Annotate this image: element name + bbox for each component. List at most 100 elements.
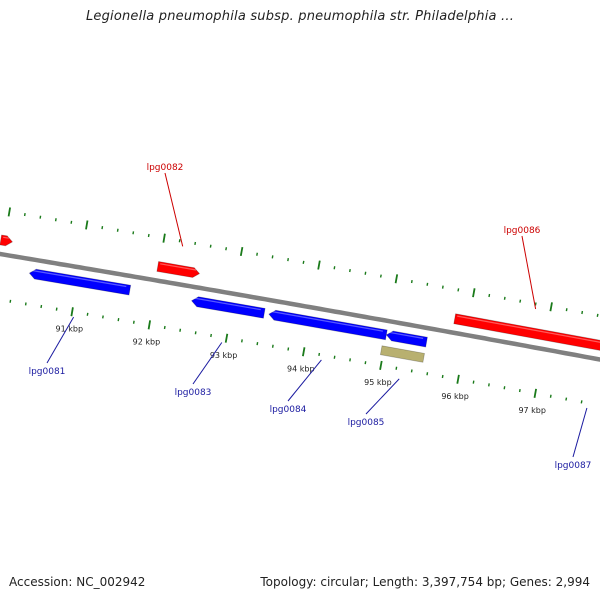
leader-line-lpg0085 xyxy=(365,378,400,415)
leader-line-lpg0081 xyxy=(46,316,75,364)
minor-tick xyxy=(457,288,460,292)
minor-tick xyxy=(132,320,135,324)
minor-tick xyxy=(596,313,599,317)
minor-tick xyxy=(503,386,506,390)
minor-tick xyxy=(549,394,552,398)
major-tick xyxy=(162,233,166,243)
reverse-tick-track xyxy=(9,299,583,404)
gene-arrow-lpg0086[interactable] xyxy=(453,313,600,351)
minor-tick xyxy=(101,225,104,230)
major-tick xyxy=(302,347,306,357)
minor-tick xyxy=(472,380,475,384)
minor-tick xyxy=(580,400,583,404)
scale-label-91: 91 kbp xyxy=(56,325,84,334)
scale-label-92: 92 kbp xyxy=(133,338,161,347)
minor-tick xyxy=(379,274,382,278)
gene-arrow-lpg0086-highlight xyxy=(457,315,600,343)
partial-gene-arrow[interactable] xyxy=(0,234,14,247)
minor-tick xyxy=(163,325,166,330)
leader-line-lpg0083 xyxy=(192,342,223,385)
minor-tick xyxy=(426,372,429,376)
minor-tick xyxy=(287,347,290,351)
major-tick xyxy=(379,360,383,370)
minor-tick xyxy=(86,312,89,316)
gene-arrow-lpg0081[interactable] xyxy=(28,268,132,296)
minor-tick xyxy=(333,355,336,359)
other-feature-misc-feature[interactable] xyxy=(379,345,425,363)
minor-tick xyxy=(271,344,274,348)
minor-tick xyxy=(23,212,26,217)
forward-tick-track xyxy=(7,207,599,317)
minor-tick xyxy=(426,282,429,286)
minor-tick xyxy=(225,247,228,251)
gene-label-track: lpg0081 lpg0082 lpg0083 lpg0084 lpg0085 lpg00… xyxy=(29,163,592,471)
scale-label-97: 97 kbp xyxy=(518,406,546,415)
accession-text: Accession: NC_002942 xyxy=(9,575,146,589)
major-tick xyxy=(472,288,476,298)
scale-label-track: 91 kbp 92 kbp 93 kbp 94 kbp 95 kbp 96 kbp 97 k… xyxy=(56,325,546,416)
leader-line-lpg0082 xyxy=(164,172,184,247)
minor-tick xyxy=(194,331,197,335)
backbone-track xyxy=(0,251,600,362)
minor-tick xyxy=(302,260,305,264)
minor-tick xyxy=(395,366,398,370)
minor-tick xyxy=(179,328,182,332)
gene-arrow-lpg0083[interactable] xyxy=(190,296,266,319)
major-tick xyxy=(7,207,11,217)
gene-label-lpg0084[interactable]: lpg0084 xyxy=(270,405,307,415)
minor-tick xyxy=(503,296,506,300)
gene-label-lpg0083[interactable]: lpg0083 xyxy=(175,388,212,398)
major-tick xyxy=(239,246,244,257)
minor-tick xyxy=(441,285,444,289)
scale-label-93: 93 kbp xyxy=(210,351,238,360)
minor-tick xyxy=(194,241,197,246)
gene-arrow-lpg0085[interactable] xyxy=(385,330,428,348)
gene-arrow-lpg0084[interactable] xyxy=(268,309,388,341)
minor-tick xyxy=(70,220,73,224)
minor-tick xyxy=(102,315,104,319)
gene-label-lpg0085[interactable]: lpg0085 xyxy=(348,418,385,428)
genome-summary-text: Topology: circular; Length: 3,397,754 bp… xyxy=(260,575,590,589)
minor-tick xyxy=(349,358,351,362)
leader-line-lpg0086 xyxy=(521,235,537,310)
minor-tick xyxy=(581,310,584,315)
minor-tick xyxy=(565,397,568,401)
minor-tick xyxy=(116,228,119,232)
minor-tick xyxy=(318,352,321,357)
minor-tick xyxy=(271,255,274,259)
minor-tick xyxy=(488,383,490,387)
minor-tick xyxy=(364,271,367,275)
minor-tick xyxy=(132,231,135,235)
major-tick xyxy=(533,388,537,398)
gene-arrow-lpg0081-highlight xyxy=(31,269,127,288)
minor-tick xyxy=(565,308,568,312)
gene-label-lpg0087[interactable]: lpg0087 xyxy=(555,461,592,471)
minor-tick xyxy=(241,339,243,343)
minor-tick xyxy=(178,239,181,243)
minor-tick xyxy=(518,388,521,393)
gene-arrow-lpg0082[interactable] xyxy=(156,261,201,278)
gene-label-lpg0086[interactable]: lpg0086 xyxy=(504,226,541,236)
minor-tick xyxy=(534,302,537,306)
gene-label-lpg0082[interactable]: lpg0082 xyxy=(147,163,184,173)
minor-tick xyxy=(210,333,212,338)
major-tick xyxy=(394,274,399,284)
gene-arrow-lpg0083-highlight xyxy=(194,297,261,311)
major-tick xyxy=(317,260,321,270)
minor-tick xyxy=(9,299,12,303)
partial-gene-arrow-highlight xyxy=(3,236,9,239)
leader-line-lpg0087 xyxy=(572,407,588,458)
scale-label-95: 95 kbp xyxy=(364,378,392,387)
minor-tick xyxy=(147,233,150,238)
gene-label-lpg0081[interactable]: lpg0081 xyxy=(29,367,66,377)
minor-tick xyxy=(39,215,42,219)
minor-tick xyxy=(256,341,259,346)
minor-tick xyxy=(349,268,351,273)
minor-tick xyxy=(364,361,367,365)
gene-arrow-lpg0084-highlight xyxy=(271,310,384,332)
minor-tick xyxy=(209,244,212,248)
minor-tick xyxy=(410,369,413,373)
genome-title: Legionella pneumophila subsp. pneumophil… xyxy=(85,9,515,24)
minor-tick xyxy=(40,304,43,309)
